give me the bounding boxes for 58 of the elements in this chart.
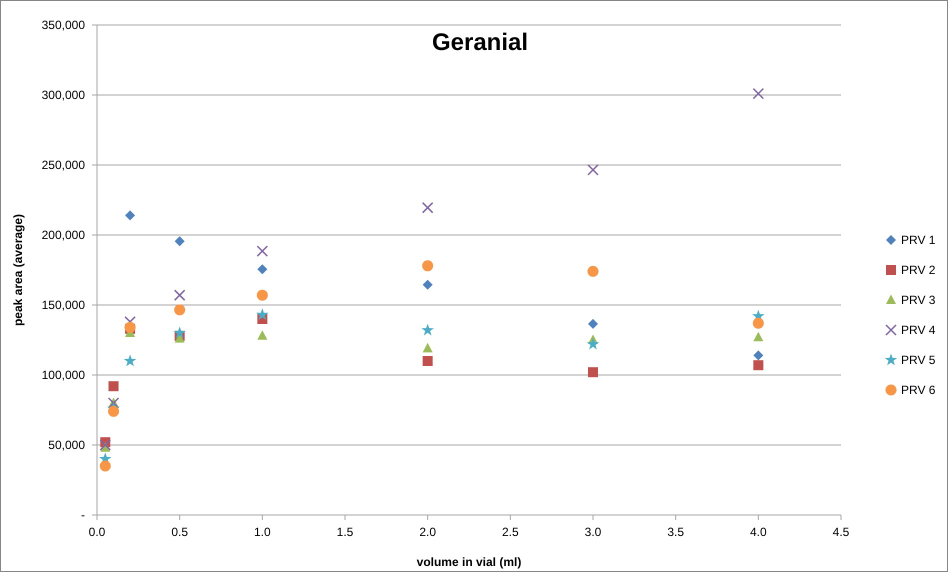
x-tick-label: 3.0 bbox=[584, 525, 602, 539]
point bbox=[422, 280, 433, 290]
legend-label: PRV 4 bbox=[901, 323, 936, 338]
x-tick-label: 1.0 bbox=[254, 525, 271, 539]
point bbox=[422, 202, 434, 214]
y-axis-title: peak area (average) bbox=[11, 214, 25, 326]
legend-label: PRV 3 bbox=[901, 293, 936, 308]
legend-label: PRV 1 bbox=[901, 233, 936, 248]
point bbox=[422, 342, 433, 352]
x-tick-label: 4.5 bbox=[832, 525, 850, 539]
point bbox=[256, 290, 268, 301]
point bbox=[588, 318, 598, 329]
x-axis-title: volume in vial (ml) bbox=[416, 555, 522, 569]
point bbox=[256, 245, 268, 257]
point bbox=[586, 338, 600, 350]
y-tick-label: 150,000 bbox=[42, 298, 86, 312]
y-tick-label: 50,000 bbox=[48, 438, 86, 452]
x-tick-label: 0.5 bbox=[171, 525, 188, 539]
point bbox=[108, 381, 119, 392]
y-tick-label: 300,000 bbox=[42, 88, 86, 102]
y-tick-label: 100,000 bbox=[42, 368, 86, 382]
point bbox=[257, 330, 268, 340]
point bbox=[125, 210, 136, 220]
point bbox=[752, 318, 764, 329]
point bbox=[753, 350, 764, 360]
chart-title: Geranial bbox=[432, 29, 528, 56]
point bbox=[174, 289, 186, 301]
point bbox=[752, 88, 764, 100]
point bbox=[124, 354, 136, 366]
x-tick-label: 2.0 bbox=[419, 525, 436, 539]
point bbox=[100, 439, 112, 451]
x-tick-label: 0.0 bbox=[88, 525, 106, 539]
point bbox=[753, 360, 764, 370]
point bbox=[108, 406, 120, 417]
point bbox=[588, 266, 598, 277]
point bbox=[100, 460, 111, 472]
x-tick-label: 1.5 bbox=[336, 525, 354, 539]
point bbox=[422, 356, 433, 366]
x-tick-label: 3.5 bbox=[667, 525, 684, 539]
point bbox=[421, 324, 434, 336]
point bbox=[174, 304, 186, 316]
x-tick-label: 4.0 bbox=[750, 525, 767, 539]
y-tick-label: 350,000 bbox=[42, 18, 86, 32]
y-tick-label: 200,000 bbox=[42, 228, 86, 242]
point bbox=[256, 308, 269, 320]
point bbox=[753, 332, 764, 342]
legend-label: PRV 6 bbox=[901, 383, 936, 398]
point bbox=[257, 264, 268, 274]
x-tick-label: 2.5 bbox=[502, 525, 519, 539]
point bbox=[587, 164, 599, 176]
point bbox=[422, 260, 434, 272]
y-tick-label: - bbox=[81, 508, 85, 522]
point bbox=[588, 367, 598, 378]
point bbox=[173, 326, 186, 338]
y-tick-label: 250,000 bbox=[42, 158, 86, 172]
legend-label: PRV 5 bbox=[901, 353, 936, 368]
legend-label: PRV 2 bbox=[901, 263, 936, 278]
point bbox=[174, 236, 185, 246]
